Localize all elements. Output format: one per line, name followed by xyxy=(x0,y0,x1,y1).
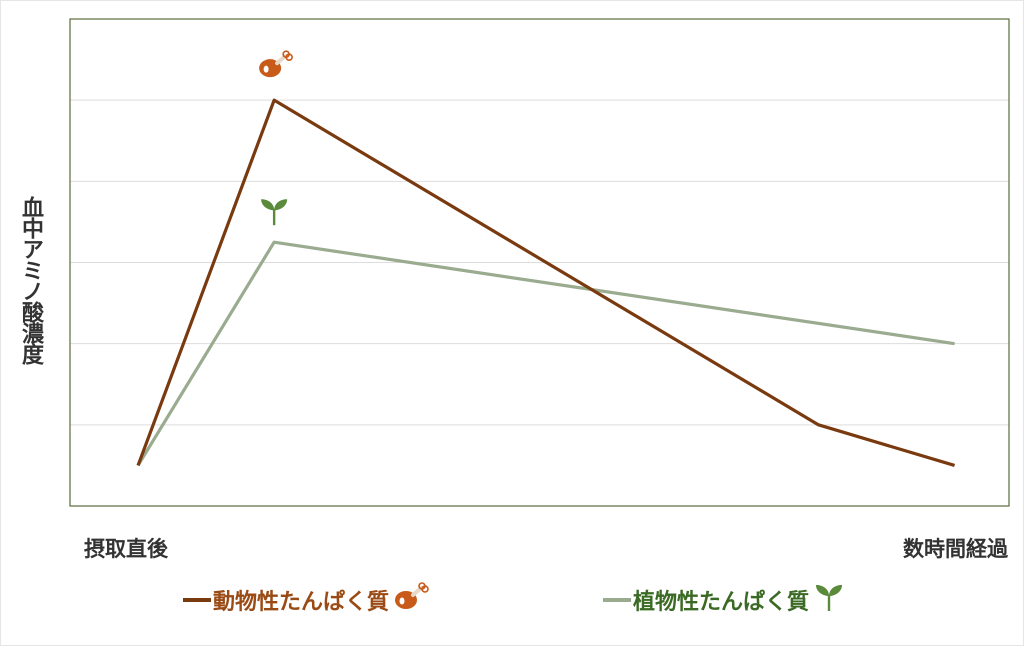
series-line-plant xyxy=(136,240,955,467)
legend-label-animal: 動物性たんぱく質 xyxy=(213,590,390,615)
legend-swatch-animal xyxy=(183,598,211,602)
legend-label-plant: 植物性たんぱく質 xyxy=(633,590,810,615)
legend-item-animal-protein: 動物性たんぱく質 xyxy=(183,580,429,620)
sprout-icon xyxy=(261,199,288,226)
plot-area-border xyxy=(69,18,1010,507)
x-tick-label-end: 数時間経過 xyxy=(903,537,1008,561)
sprout-icon xyxy=(813,582,845,618)
x-tick-label-start: 摂取直後 xyxy=(84,537,168,561)
legend-swatch-plant xyxy=(603,598,631,602)
series-line-animal xyxy=(136,98,956,467)
y-axis-label: 血中アミノ酸濃度 xyxy=(18,196,43,364)
legend-item-plant-protein: 植物性たんぱく質 xyxy=(603,580,845,620)
chicken-leg-icon xyxy=(393,582,429,618)
grid-lines xyxy=(70,99,1009,426)
series-lines xyxy=(136,98,956,467)
series-markers xyxy=(259,50,293,226)
chicken-leg-icon xyxy=(259,50,293,78)
